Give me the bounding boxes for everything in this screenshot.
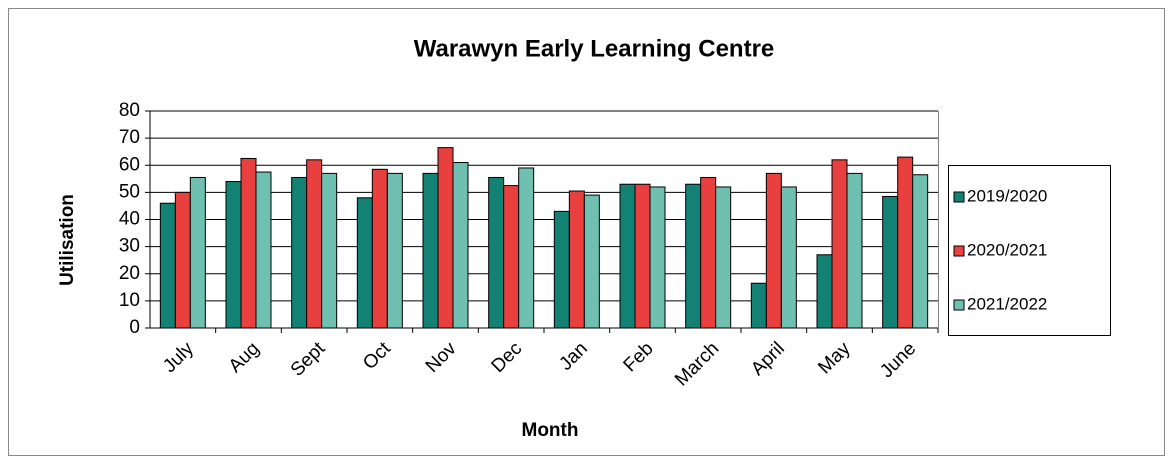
y-axis-label: Utilisation [57, 194, 78, 286]
bar [255, 171, 272, 329]
chart-title: Warawyn Early Learning Centre [414, 35, 775, 62]
bar [306, 159, 323, 329]
bar [780, 186, 797, 329]
x-axis-label: Month [522, 420, 579, 441]
legend-swatch [953, 245, 965, 257]
bar [912, 174, 929, 329]
bar [291, 176, 308, 329]
bar [619, 183, 636, 329]
bar [685, 183, 702, 329]
bar [189, 176, 206, 329]
y-tick-label: 30 [119, 236, 140, 257]
y-tick-label: 0 [129, 317, 140, 338]
bar [553, 210, 570, 329]
bar [321, 172, 338, 329]
bar [700, 176, 717, 329]
bar [518, 167, 535, 329]
bar [765, 172, 782, 329]
bar [488, 176, 505, 329]
legend-label: 2020/2021 [967, 240, 1047, 259]
legend-label: 2021/2022 [967, 294, 1047, 313]
bar [503, 185, 520, 329]
bar [816, 254, 833, 329]
bar [568, 190, 585, 329]
plot-right [938, 111, 939, 328]
bar [356, 197, 373, 329]
bar [386, 172, 403, 329]
bar [371, 168, 388, 329]
bar [750, 282, 767, 329]
y-tick-label: 60 [119, 154, 140, 175]
bar [649, 186, 666, 329]
bar [715, 186, 732, 329]
legend-swatch [953, 191, 965, 203]
y-tick-label: 40 [119, 209, 140, 230]
bar [897, 156, 914, 329]
bar [174, 191, 191, 329]
bar [437, 147, 454, 329]
legend-label: 2019/2020 [967, 186, 1047, 205]
y-tick-label: 50 [119, 181, 140, 202]
y-tick-label: 80 [119, 100, 140, 121]
bar [846, 172, 863, 329]
bar [225, 181, 242, 329]
bar [159, 202, 176, 329]
bar [831, 159, 848, 329]
bar [422, 172, 439, 329]
y-tick-label: 70 [119, 127, 140, 148]
bar [634, 183, 651, 329]
legend-box [948, 165, 1111, 336]
bar [583, 194, 600, 329]
y-tick-label: 20 [119, 263, 140, 284]
bar [882, 195, 899, 329]
bar [240, 157, 257, 329]
legend-swatch [953, 299, 965, 311]
bar [452, 162, 469, 329]
y-tick-label: 10 [119, 290, 140, 311]
